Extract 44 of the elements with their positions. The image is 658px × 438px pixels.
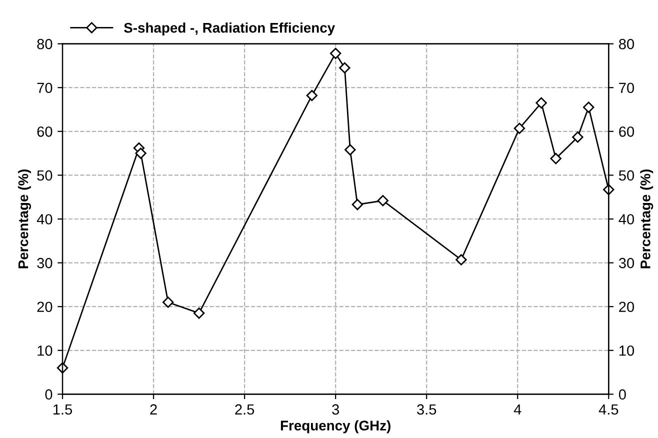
y-tick-label: 10 [38,346,52,356]
point [514,122,526,134]
y-tick-label: 0 [45,389,52,400]
y-tick-label: 60 [37,126,52,137]
y2-tick-label: 80 [619,38,634,50]
y2-tick-label: 0 [618,389,626,400]
x-tick-label: 4.5 [598,404,618,415]
point [572,131,584,143]
y-tick-label: 70 [37,82,52,94]
x-tick-label: 3 [332,404,339,415]
point [550,152,562,164]
point [456,254,467,266]
point [583,102,594,113]
point [193,308,205,319]
y-tick-label: 50 [37,170,52,181]
x-tick-label: 2 [150,404,157,414]
point [344,144,356,156]
point [352,198,364,210]
x-axis-title: Frequency (GHz) [280,420,390,434]
y2-axis-title: Percentage (%) [640,170,654,268]
x-tick-label: 3.5 [417,404,436,415]
y2-tick-label: 40 [618,214,634,224]
point [330,48,342,60]
point [377,195,389,206]
y2-tick-label: 50 [618,170,634,181]
point [339,62,350,74]
legend-label: S-shaped -, Radiation Efficiency [124,22,336,36]
x-tick-label: 1.5 [53,404,72,415]
y-tick-label: 80 [37,38,52,50]
y2-tick-label: 10 [619,346,634,356]
point [135,148,146,159]
y-axis-title: Percentage (%) [18,170,32,268]
y-tick-label: 20 [37,302,52,312]
y2-tick-label: 20 [619,302,634,312]
y2-tick-label: 30 [618,258,634,268]
y2-tick-label: 60 [619,126,634,137]
point [306,90,318,102]
y-tick-label: 40 [36,214,52,224]
point [162,296,174,308]
y2-tick-label: 70 [619,82,634,94]
x-tick-label: 2.5 [235,404,254,415]
point [536,97,547,109]
y-tick-label: 30 [37,258,52,268]
x-tick-label: 4 [514,404,522,414]
